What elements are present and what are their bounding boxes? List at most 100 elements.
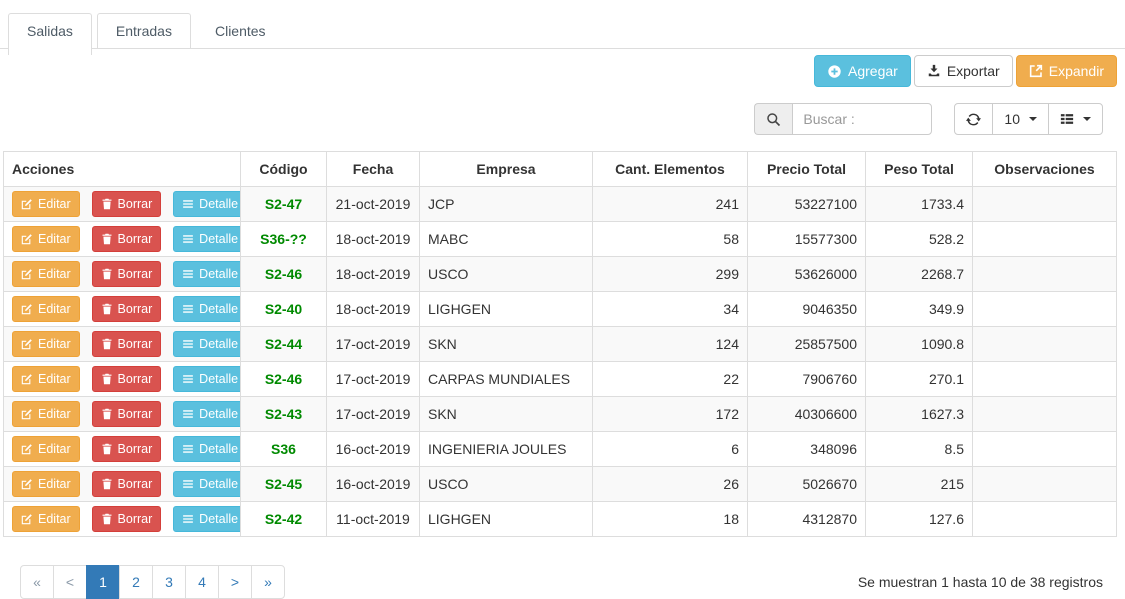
edit-icon xyxy=(21,268,33,280)
precio-total-cell: 7906760 xyxy=(747,361,866,397)
peso-total-cell: 1733.4 xyxy=(865,186,973,222)
add-button[interactable]: Agregar xyxy=(814,55,911,87)
peso-total-cell: 215 xyxy=(865,466,973,502)
detail-button[interactable]: Detalle xyxy=(173,191,240,217)
cant-elementos-cell: 172 xyxy=(592,396,748,432)
cant-elementos-cell: 18 xyxy=(592,501,748,537)
edit-icon xyxy=(21,198,33,210)
page-size-dropdown[interactable]: 10 xyxy=(992,103,1049,135)
table-row: Editar Borrar Detalle S36-?? 18-oct-2019… xyxy=(3,221,1117,257)
cant-elementos-cell: 26 xyxy=(592,466,748,502)
page-button[interactable]: 1 xyxy=(86,565,120,599)
page-button[interactable]: « xyxy=(20,565,54,599)
codigo-cell: S2-46 xyxy=(240,361,327,397)
header-precio-total: Precio Total xyxy=(747,151,866,187)
page-button[interactable]: > xyxy=(218,565,252,599)
codigo-cell: S2-46 xyxy=(240,256,327,292)
observaciones-cell xyxy=(972,291,1117,327)
empresa-cell: INGENIERIA JOULES xyxy=(419,431,593,467)
search-group xyxy=(754,103,933,135)
records-summary: Se muestran 1 hasta 10 de 38 registros xyxy=(857,574,1103,590)
codigo-cell: S2-47 xyxy=(240,186,327,222)
precio-total-cell: 25857500 xyxy=(747,326,866,362)
edit-button[interactable]: Editar xyxy=(12,261,80,287)
detail-button[interactable]: Detalle xyxy=(173,471,240,497)
detail-button[interactable]: Detalle xyxy=(173,436,240,462)
detail-button[interactable]: Detalle xyxy=(173,506,240,532)
detail-button[interactable]: Detalle xyxy=(173,401,240,427)
tab-salidas[interactable]: Salidas xyxy=(8,13,92,55)
search-input[interactable] xyxy=(792,103,933,135)
table-body: Editar Borrar Detalle S2-47 21-oct-2019 … xyxy=(3,186,1117,537)
trash-icon xyxy=(101,478,113,490)
delete-button[interactable]: Borrar xyxy=(91,226,162,252)
delete-button[interactable]: Borrar xyxy=(91,366,162,392)
export-button[interactable]: Exportar xyxy=(913,55,1013,87)
precio-total-cell: 348096 xyxy=(747,431,866,467)
page-button[interactable]: » xyxy=(251,565,285,599)
plus-circle-icon xyxy=(827,64,842,79)
delete-button[interactable]: Borrar xyxy=(91,506,162,532)
detail-button[interactable]: Detalle xyxy=(173,331,240,357)
edit-button[interactable]: Editar xyxy=(12,331,80,357)
edit-button[interactable]: Editar xyxy=(12,471,80,497)
table-header-row: Acciones Código Fecha Empresa Cant. Elem… xyxy=(3,151,1117,187)
salidas-table: Acciones Código Fecha Empresa Cant. Elem… xyxy=(3,151,1117,537)
delete-button[interactable]: Borrar xyxy=(91,261,162,287)
edit-button[interactable]: Editar xyxy=(12,436,80,462)
detail-button[interactable]: Detalle xyxy=(173,261,240,287)
export-icon xyxy=(927,64,941,78)
edit-button[interactable]: Editar xyxy=(12,296,80,322)
tab-entradas[interactable]: Entradas xyxy=(96,13,191,48)
refresh-button[interactable] xyxy=(954,103,994,135)
empresa-cell: JCP xyxy=(419,186,593,222)
edit-icon xyxy=(21,478,33,490)
delete-button[interactable]: Borrar xyxy=(91,191,162,217)
table-row: Editar Borrar Detalle S2-45 16-oct-2019 … xyxy=(3,466,1117,502)
observaciones-cell xyxy=(972,466,1117,502)
delete-button[interactable]: Borrar xyxy=(91,471,162,497)
detail-button[interactable]: Detalle xyxy=(173,366,240,392)
edit-button[interactable]: Editar xyxy=(12,366,80,392)
chevron-down-icon xyxy=(1083,117,1091,121)
delete-button[interactable]: Borrar xyxy=(91,436,162,462)
delete-button[interactable]: Borrar xyxy=(91,401,162,427)
empresa-cell: CARPAS MUNDIALES xyxy=(419,361,593,397)
header-observaciones: Observaciones xyxy=(972,151,1117,187)
header-codigo: Código xyxy=(240,151,327,187)
page-button[interactable]: 4 xyxy=(185,565,219,599)
list-icon xyxy=(182,233,194,245)
page-button[interactable]: < xyxy=(53,565,87,599)
header-empresa: Empresa xyxy=(419,151,593,187)
edit-button[interactable]: Editar xyxy=(12,191,80,217)
detail-button[interactable]: Detalle xyxy=(173,226,240,252)
fecha-cell: 16-oct-2019 xyxy=(326,431,420,467)
columns-dropdown[interactable] xyxy=(1048,103,1103,135)
page-button[interactable]: 3 xyxy=(152,565,186,599)
empresa-cell: USCO xyxy=(419,466,593,502)
trash-icon xyxy=(101,338,113,350)
edit-button[interactable]: Editar xyxy=(12,401,80,427)
edit-icon xyxy=(21,303,33,315)
observaciones-cell xyxy=(972,221,1117,257)
filter-bar: 10 xyxy=(0,103,1103,135)
delete-button[interactable]: Borrar xyxy=(91,296,162,322)
list-icon xyxy=(182,443,194,455)
edit-button[interactable]: Editar xyxy=(12,226,80,252)
detail-button[interactable]: Detalle xyxy=(173,296,240,322)
observaciones-cell xyxy=(972,396,1117,432)
codigo-cell: S2-43 xyxy=(240,396,327,432)
delete-button[interactable]: Borrar xyxy=(91,331,162,357)
edit-button[interactable]: Editar xyxy=(12,506,80,532)
fecha-cell: 16-oct-2019 xyxy=(326,466,420,502)
header-peso-total: Peso Total xyxy=(865,151,973,187)
header-acciones: Acciones xyxy=(3,151,241,187)
fecha-cell: 11-oct-2019 xyxy=(326,501,420,537)
tab-clientes[interactable]: Clientes xyxy=(214,23,266,39)
expand-button[interactable]: Expandir xyxy=(1015,55,1117,87)
table-row: Editar Borrar Detalle S2-46 17-oct-2019 … xyxy=(3,361,1117,397)
edit-icon xyxy=(21,513,33,525)
table-row: Editar Borrar Detalle S2-44 17-oct-2019 … xyxy=(3,326,1117,362)
table-row: Editar Borrar Detalle S36 16-oct-2019 IN… xyxy=(3,431,1117,467)
page-button[interactable]: 2 xyxy=(119,565,153,599)
